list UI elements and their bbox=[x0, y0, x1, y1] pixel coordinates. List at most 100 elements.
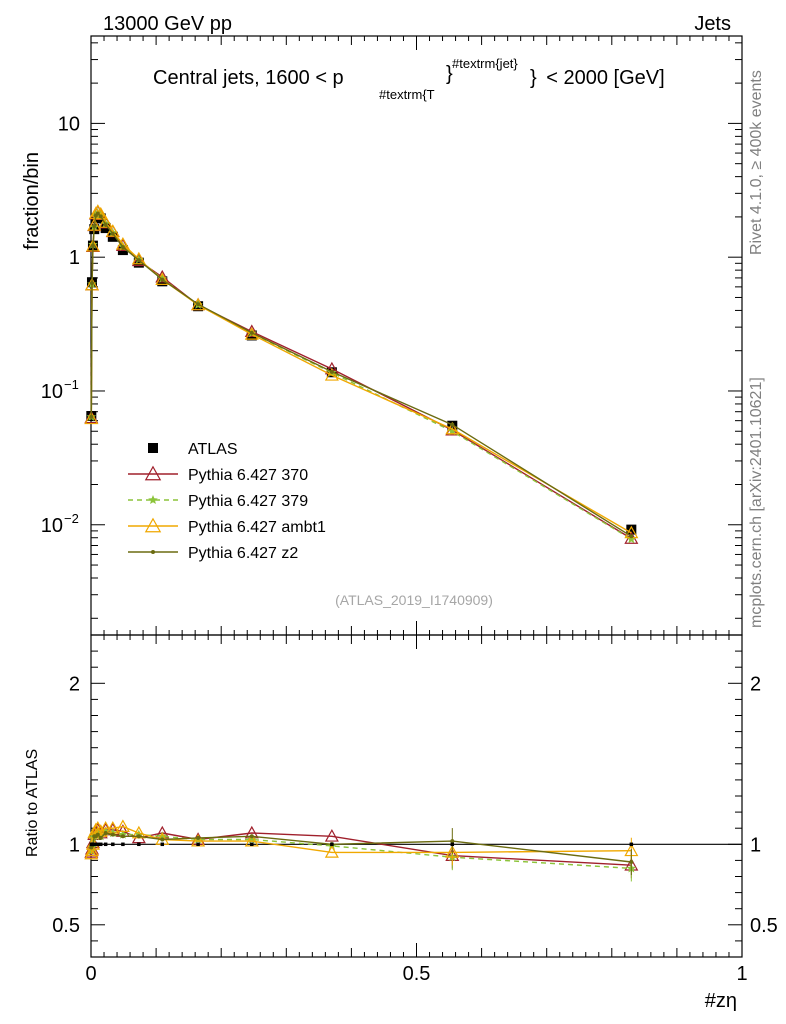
data-point bbox=[329, 369, 334, 374]
legend-label: Pythia 6.427 379 bbox=[188, 493, 308, 510]
y-axis-label: fraction/bin bbox=[21, 152, 43, 250]
y-tick-exponent: −2 bbox=[64, 511, 79, 526]
data-point bbox=[626, 524, 637, 535]
data-point bbox=[98, 214, 103, 219]
legend-label: Pythia 6.427 370 bbox=[188, 467, 308, 484]
legend-marker bbox=[151, 550, 155, 554]
series-line bbox=[90, 211, 632, 540]
mcplots-label: mcplots.cern.ch [arXiv:2401.10621] bbox=[748, 377, 765, 628]
ratio-point bbox=[103, 831, 108, 836]
header-right: Jets bbox=[694, 13, 731, 35]
ratio-y-tick-label-right: 0.5 bbox=[750, 915, 778, 937]
series-pythia-6-427-370 bbox=[84, 204, 639, 544]
x-tick-label: 0 bbox=[85, 963, 96, 985]
ratio-line bbox=[90, 830, 632, 870]
ratio-y-tick-label: 2 bbox=[69, 673, 80, 695]
ratio-reference-point bbox=[196, 842, 200, 847]
header-left: 13000 GeV pp bbox=[103, 13, 232, 35]
ratio-point bbox=[95, 832, 100, 837]
y-tick-label: 10 bbox=[41, 381, 63, 403]
title-subscript: #textrm{T bbox=[379, 87, 435, 102]
y-tick-exponent: −1 bbox=[64, 377, 79, 392]
ratio-reference-point bbox=[160, 842, 165, 847]
title-superscript: #textrm{jet} bbox=[452, 56, 518, 71]
analysis-watermark: (ATLAS_2019_I1740909) bbox=[335, 592, 493, 608]
ratio-y-tick-label-right: 2 bbox=[750, 673, 761, 695]
series-line bbox=[90, 212, 632, 537]
ratio-point bbox=[324, 845, 339, 858]
ratio-reference-point bbox=[96, 842, 100, 847]
data-point bbox=[89, 281, 94, 286]
legend-marker bbox=[144, 465, 162, 481]
data-point bbox=[155, 272, 170, 285]
legend: ATLAS Pythia 6.427 370 Pythia 6.427 379 Pyt… bbox=[128, 441, 326, 562]
data-point bbox=[133, 257, 144, 268]
ratio-y-tick-label-right: 1 bbox=[750, 834, 761, 856]
data-point bbox=[136, 258, 141, 263]
data-point bbox=[131, 253, 146, 267]
ratio-y-axis-label: Ratio to ATLAS bbox=[24, 749, 41, 857]
main-plot-title: Central jets, 1600 < p #textrm{T } #text… bbox=[153, 56, 665, 102]
ratio-point bbox=[120, 834, 125, 839]
ratio-point bbox=[110, 832, 115, 837]
data-point bbox=[95, 211, 100, 216]
ratio-point bbox=[84, 846, 99, 860]
series-line bbox=[90, 210, 632, 540]
data-point bbox=[447, 426, 458, 436]
series-line bbox=[90, 210, 632, 534]
ratio-reference-point bbox=[99, 842, 103, 847]
data-point bbox=[249, 330, 254, 335]
ratio-y-tick-label: 1 bbox=[69, 834, 80, 856]
ratio-point bbox=[115, 819, 130, 832]
data-point bbox=[89, 414, 94, 419]
ratio-point bbox=[450, 839, 455, 844]
y-tick-label: 10 bbox=[58, 113, 80, 135]
ratio-point bbox=[134, 829, 144, 839]
ratio-point bbox=[445, 845, 460, 858]
ratio-point bbox=[118, 829, 128, 839]
legend-item-pythia-6-427-370: Pythia 6.427 370 bbox=[128, 465, 308, 484]
ratio-line bbox=[90, 832, 632, 863]
y-tick-label: 10 bbox=[41, 515, 63, 537]
data-point bbox=[84, 411, 99, 425]
ratio-point bbox=[249, 834, 254, 839]
ratio-y-tick-label: 0.5 bbox=[52, 915, 80, 937]
data-point bbox=[98, 215, 113, 228]
ratio-reference-point bbox=[629, 842, 634, 847]
data-point bbox=[324, 368, 339, 381]
ratio-reference-point bbox=[250, 842, 254, 847]
series-pythia-6-427-z2 bbox=[89, 211, 634, 539]
legend-marker bbox=[148, 495, 158, 504]
title-subscript-brace: } bbox=[446, 63, 453, 85]
ratio-point bbox=[196, 835, 201, 840]
data-point bbox=[160, 277, 165, 282]
legend-marker bbox=[148, 443, 158, 453]
data-point bbox=[120, 245, 125, 250]
ratio-point bbox=[100, 826, 111, 836]
ratio-reference-point bbox=[94, 842, 98, 847]
title-post: } < 2000 [GeV] bbox=[530, 67, 665, 89]
x-tick-label: 0.5 bbox=[403, 963, 431, 985]
x-axis-label: #zη bbox=[705, 990, 737, 1012]
legend-label: Pythia 6.427 ambt1 bbox=[188, 519, 326, 536]
ratio-plot-frame bbox=[90, 634, 743, 958]
legend-item-atlas: ATLAS bbox=[148, 441, 238, 458]
legend-item-pythia-6-427-z2: Pythia 6.427 z2 bbox=[128, 545, 298, 562]
ratio-reference-point bbox=[103, 842, 108, 847]
svg-text:Central jets, 1600 < p: Central jets, 1600 < p bbox=[153, 67, 344, 89]
ratio-reference-point bbox=[137, 842, 141, 847]
ratio-line bbox=[90, 828, 632, 866]
series-pythia-6-427-379 bbox=[86, 208, 637, 544]
data-point bbox=[90, 243, 95, 248]
ratio-reference-point bbox=[111, 842, 115, 847]
ratio-series-pythia-6-427-z2 bbox=[89, 828, 634, 876]
legend-label: ATLAS bbox=[188, 441, 238, 458]
data-point bbox=[626, 534, 637, 544]
ratio-reference-point bbox=[121, 842, 125, 847]
legend-item-pythia-6-427-ambt1: Pythia 6.427 ambt1 bbox=[128, 517, 326, 536]
ratio-point bbox=[247, 834, 257, 844]
data-point bbox=[92, 224, 97, 229]
ratio-reference-point bbox=[330, 842, 334, 847]
legend-marker bbox=[144, 517, 162, 533]
